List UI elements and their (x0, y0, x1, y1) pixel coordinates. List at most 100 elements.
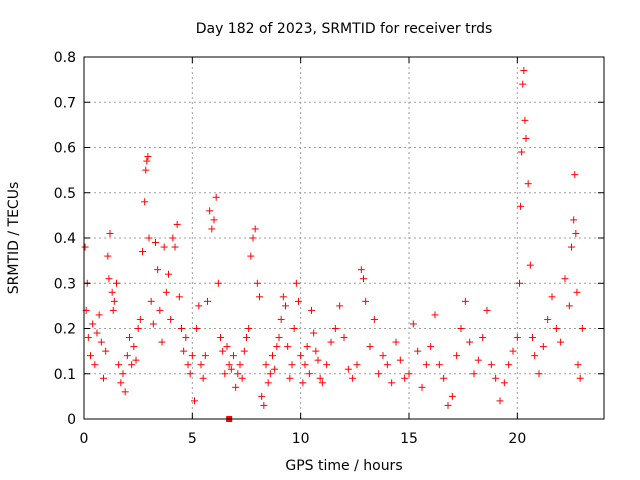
data-point (576, 374, 584, 382)
data-point (156, 306, 164, 314)
data-point (201, 352, 209, 360)
data-point (344, 365, 352, 373)
data-point (303, 343, 311, 351)
data-point (509, 347, 517, 355)
data-point (349, 374, 357, 382)
data-point (130, 343, 138, 351)
data-point (457, 325, 465, 332)
data-point (466, 338, 474, 346)
data-point (95, 311, 103, 319)
data-point (236, 361, 244, 369)
data-point (461, 297, 469, 305)
data-point (474, 356, 482, 364)
data-point (136, 315, 144, 323)
data-point (158, 338, 166, 346)
data-point (110, 297, 118, 305)
axes-layer: 0 5 10 15 20 0 0.1 0.2 0.3 0.4 0.5 0.6 0.7 0.8 (54, 50, 605, 447)
data-point (141, 198, 149, 206)
data-point (310, 329, 318, 337)
data-point (388, 379, 396, 387)
data-point (232, 383, 240, 391)
data-point (282, 302, 289, 310)
data-point (392, 338, 400, 346)
data-point (396, 356, 404, 364)
data-point (409, 320, 417, 328)
data-point (119, 370, 127, 378)
data-point (273, 343, 281, 351)
data-point (544, 315, 552, 323)
data-point (521, 116, 529, 124)
data-point (277, 315, 285, 323)
data-point (418, 383, 426, 391)
data-point (431, 311, 439, 319)
data-point (483, 306, 491, 314)
data-point (529, 334, 536, 342)
data-point (171, 243, 179, 251)
data-point (184, 361, 192, 369)
data-point (444, 401, 452, 409)
data-point (142, 166, 150, 174)
data-point (249, 234, 257, 242)
data-point (104, 252, 112, 260)
data-point (405, 370, 413, 378)
data-point (197, 361, 205, 369)
data-point (258, 392, 266, 400)
data-point (568, 243, 575, 251)
data-point (305, 370, 313, 378)
data-point (199, 374, 207, 382)
y-tick-label: 0.6 (54, 141, 76, 157)
data-point (331, 325, 339, 332)
x-tick-label: 0 (80, 431, 89, 447)
data-point (422, 361, 430, 369)
data-point (113, 279, 120, 287)
y-tick-label: 0 (67, 412, 76, 428)
data-point (513, 334, 521, 342)
x-tick-label: 5 (188, 431, 197, 447)
data-point (221, 370, 229, 378)
data-point (165, 270, 172, 278)
data-point (180, 347, 188, 355)
x-tick-label: 20 (508, 431, 526, 447)
data-point (212, 193, 220, 201)
data-point (578, 325, 586, 332)
data-point (290, 325, 298, 332)
data-point (264, 379, 272, 387)
data-point (574, 361, 582, 369)
data-point (519, 80, 527, 88)
data-point (97, 338, 105, 346)
data-point (238, 374, 246, 382)
data-point (243, 334, 250, 342)
data-point (500, 379, 508, 387)
data-point (102, 347, 110, 355)
data-point (100, 374, 107, 382)
data-point (517, 202, 525, 210)
data-point (535, 370, 543, 378)
data-point (492, 374, 500, 382)
data-point (453, 352, 461, 360)
data-point (188, 352, 196, 360)
data-point (526, 261, 534, 269)
data-point (288, 361, 296, 369)
data-point (279, 293, 287, 301)
data-point (340, 334, 348, 342)
data-point (186, 370, 194, 378)
data-point (145, 234, 153, 242)
data-point (286, 374, 294, 382)
data-point (84, 334, 92, 342)
data-point (479, 334, 487, 342)
chart-title: Day 182 of 2023, SRMTID for receiver trd… (196, 21, 493, 37)
data-point (496, 397, 504, 405)
data-point (522, 134, 530, 142)
data-point (362, 297, 370, 305)
grid-layer (84, 56, 604, 419)
data-point (308, 306, 315, 314)
data-point (105, 275, 113, 283)
data-point (234, 370, 242, 378)
data-point (173, 220, 181, 228)
data-point (87, 352, 94, 360)
data-point (518, 148, 526, 156)
x-tick-label: 15 (400, 431, 418, 447)
data-point (134, 325, 142, 332)
data-point (223, 343, 231, 351)
